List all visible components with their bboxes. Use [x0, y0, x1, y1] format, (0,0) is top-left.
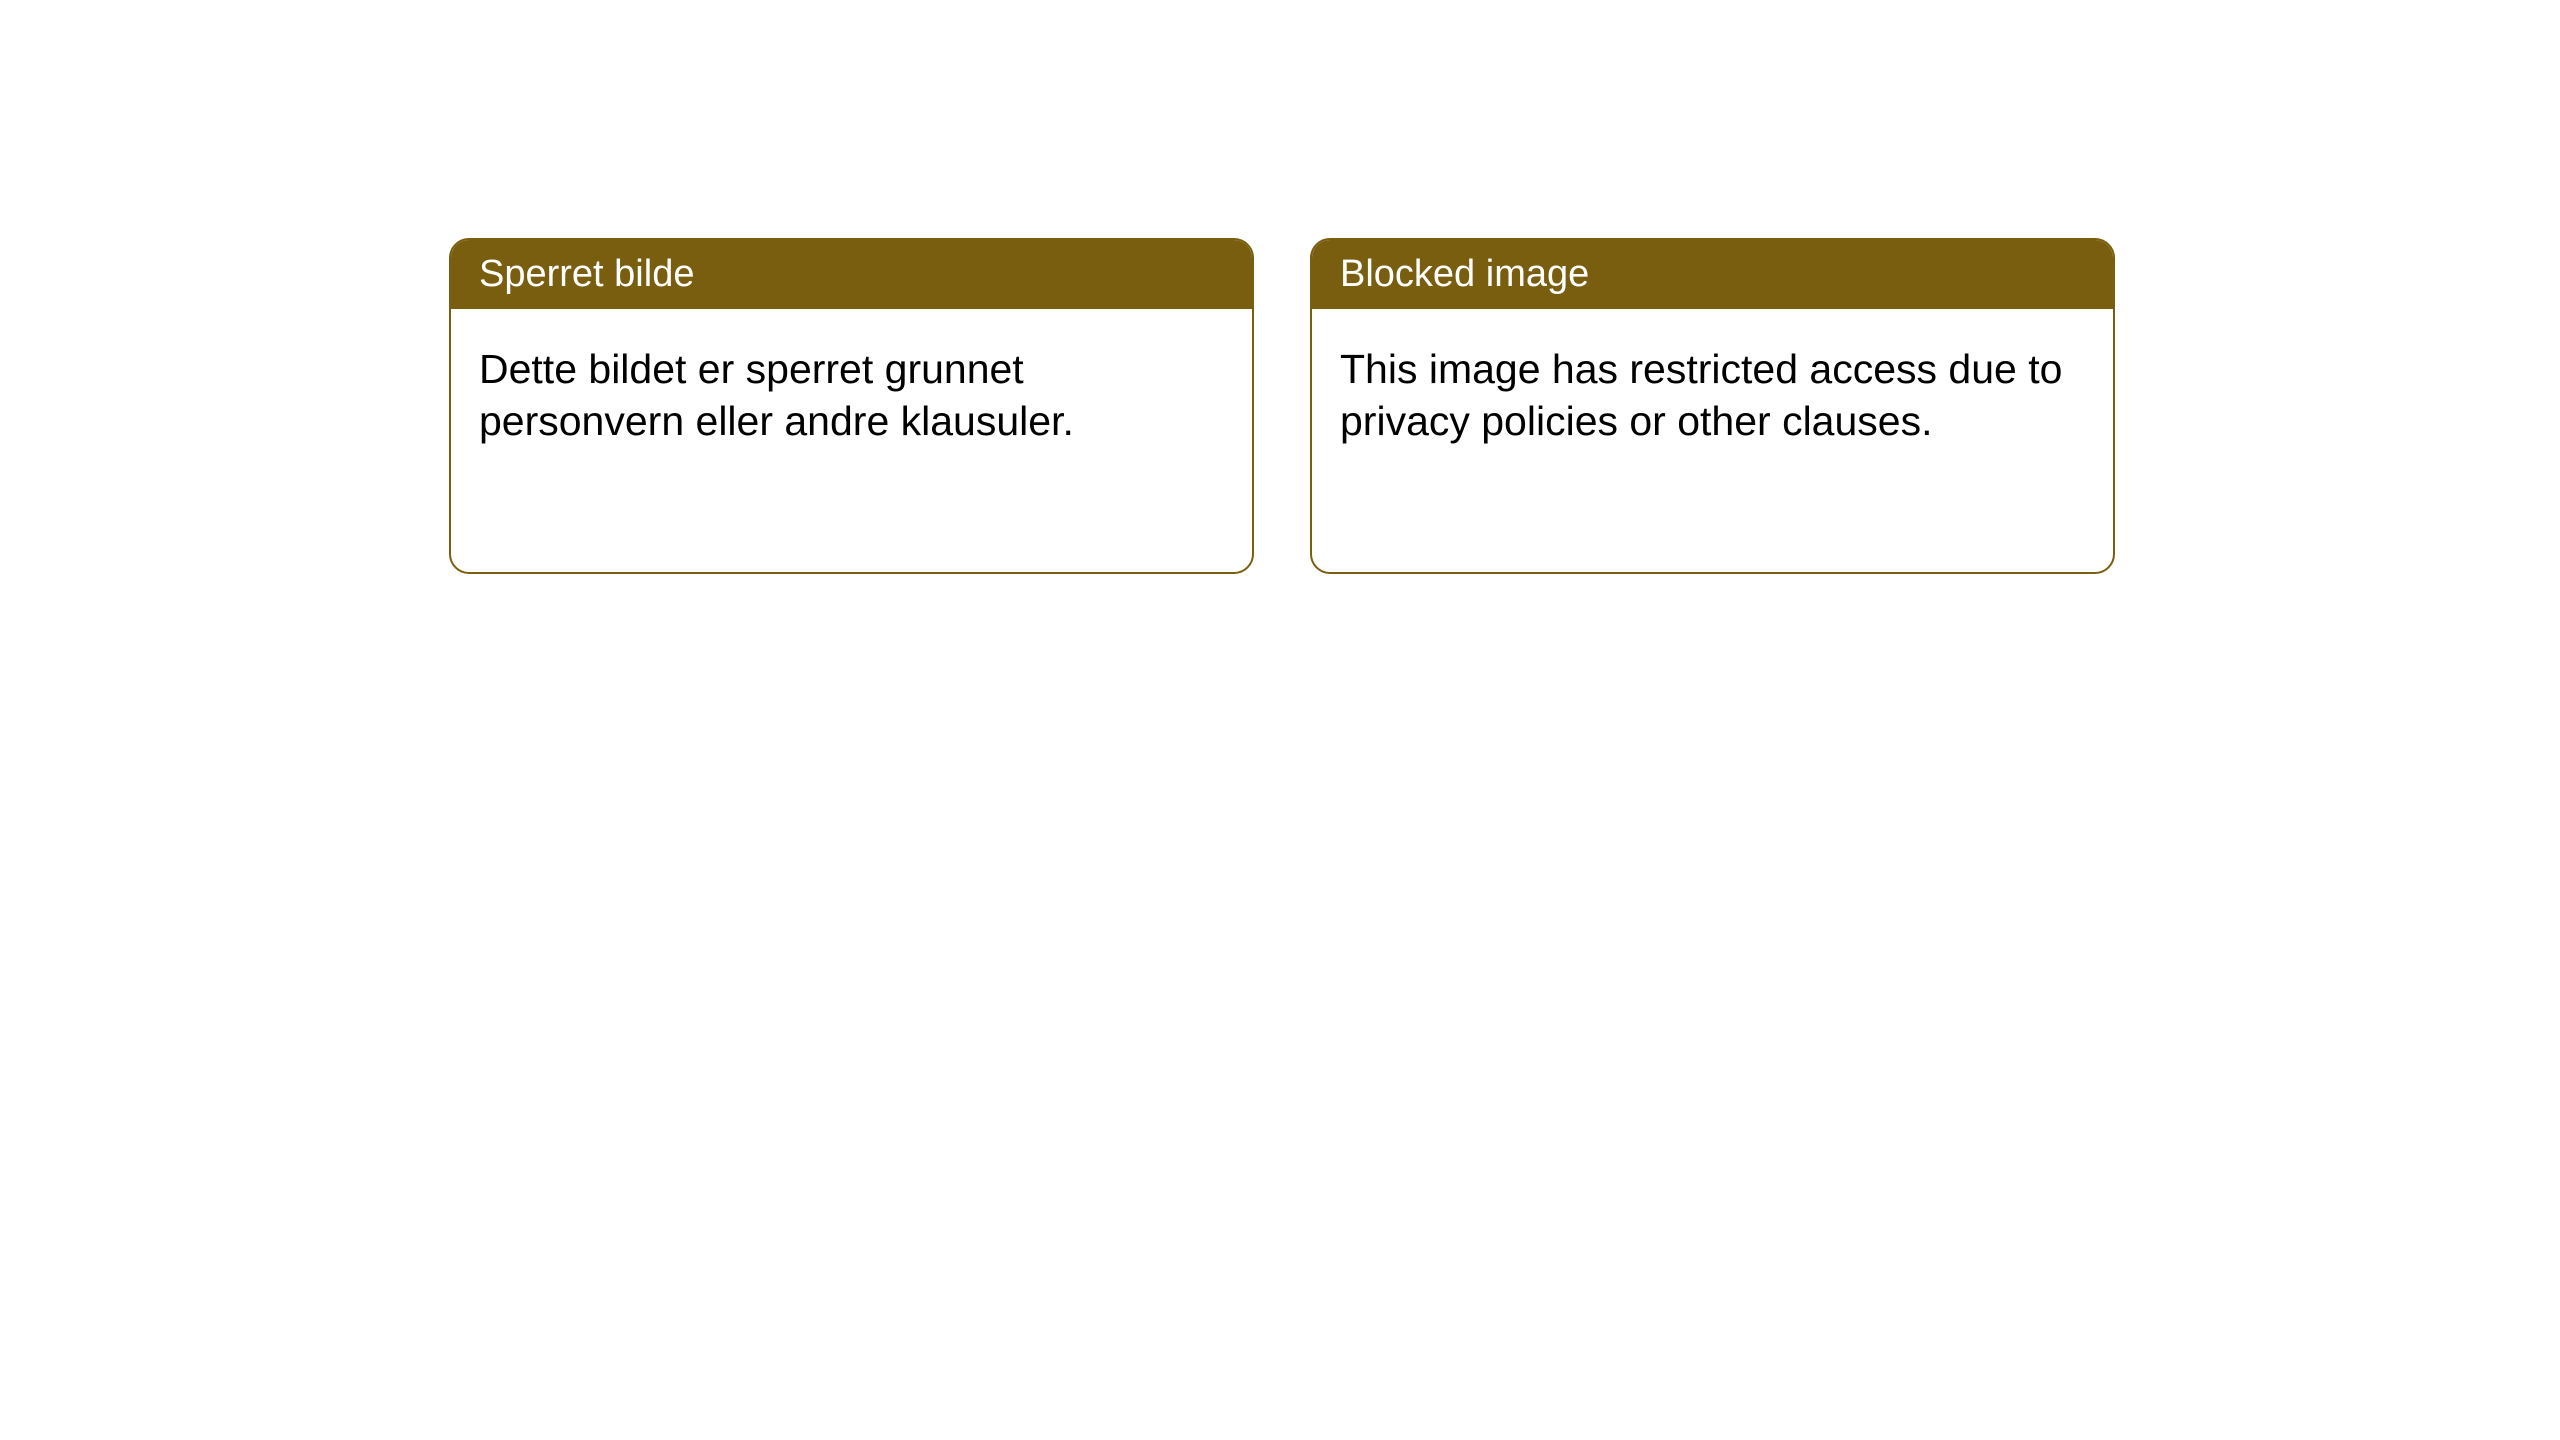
notice-container: Sperret bilde Dette bildet er sperret gr…: [0, 0, 2560, 574]
notice-title: Blocked image: [1340, 253, 1589, 295]
notice-body-text: This image has restricted access due to …: [1340, 346, 2062, 444]
notice-card-norwegian: Sperret bilde Dette bildet er sperret gr…: [449, 238, 1254, 574]
notice-title: Sperret bilde: [479, 253, 694, 295]
notice-card-english: Blocked image This image has restricted …: [1310, 238, 2115, 574]
notice-card-header: Sperret bilde: [451, 240, 1252, 309]
notice-body-text: Dette bildet er sperret grunnet personve…: [479, 346, 1074, 444]
notice-card-body: Dette bildet er sperret grunnet personve…: [451, 309, 1252, 481]
notice-card-header: Blocked image: [1312, 240, 2113, 309]
notice-card-body: This image has restricted access due to …: [1312, 309, 2113, 481]
